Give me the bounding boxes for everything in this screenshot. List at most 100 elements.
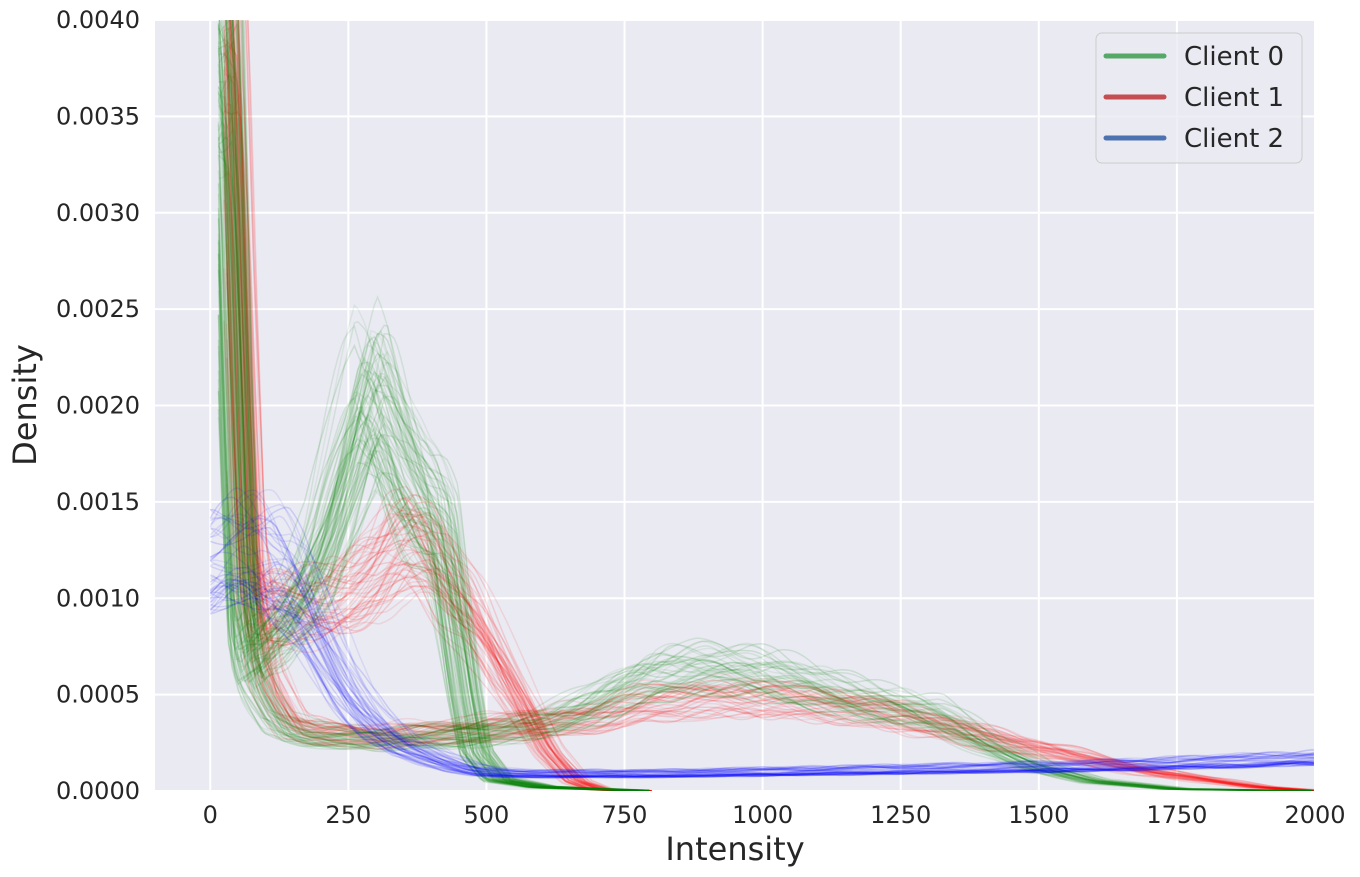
series-line-client-1 — [223, 65, 652, 791]
series-line-client-0 — [231, 20, 650, 791]
series-line-client-0 — [217, 131, 1313, 791]
series-line-client-1 — [237, 20, 1314, 791]
series-line-client-0 — [232, 20, 1313, 791]
series-line-client-1 — [226, 243, 1314, 791]
series-line-client-0 — [217, 290, 1313, 791]
series-line-client-0 — [229, 20, 650, 791]
series-line-client-0 — [228, 20, 1313, 791]
series-line-client-2 — [209, 527, 1314, 774]
series-line-client-1 — [223, 82, 652, 791]
series-line-client-1 — [223, 96, 652, 791]
series-line-client-0 — [217, 249, 1313, 791]
series-line-client-0 — [217, 26, 1313, 791]
series-line-client-0 — [217, 239, 1313, 791]
series-line-client-2 — [209, 579, 1314, 779]
series-line-client-0 — [217, 23, 1313, 791]
series-line-client-0 — [218, 28, 1313, 791]
series-line-client-0 — [217, 50, 650, 791]
series-line-client-0 — [217, 263, 650, 791]
legend-label-client-2: Client 2 — [1184, 124, 1284, 154]
series-line-client-0 — [238, 20, 650, 791]
series-line-client-1 — [223, 131, 652, 791]
series-line-client-0 — [218, 171, 650, 791]
series-line-client-2 — [210, 596, 1314, 779]
series-line-client-1 — [226, 323, 1314, 791]
series-line-client-1 — [228, 20, 652, 791]
series-line-client-2 — [209, 561, 1315, 777]
series-line-client-0 — [217, 315, 1313, 791]
series-line-client-1 — [223, 73, 652, 791]
series-line-client-0 — [217, 45, 650, 791]
series-line-client-1 — [231, 20, 652, 791]
series-line-client-0 — [220, 20, 650, 791]
series-line-client-1 — [237, 20, 652, 791]
y-tick-label: 0.0020 — [56, 392, 140, 420]
series-line-client-0 — [217, 391, 650, 791]
series-line-client-1 — [226, 70, 1314, 791]
y-tick-label: 0.0010 — [56, 584, 140, 612]
series-line-client-2 — [209, 578, 1314, 778]
series-line-client-2 — [209, 584, 1314, 779]
series-line-client-2 — [209, 589, 1314, 779]
x-tick-label: 1000 — [732, 801, 793, 829]
series-line-client-1 — [229, 20, 652, 791]
series-line-client-0 — [217, 24, 1313, 791]
series-line-client-1 — [226, 202, 1314, 791]
series-line-client-1 — [236, 20, 652, 791]
series-line-client-0 — [217, 85, 1313, 791]
series-line-client-0 — [217, 63, 650, 791]
series-line-client-0 — [217, 64, 650, 791]
series-line-client-0 — [232, 20, 650, 791]
series-line-client-2 — [210, 588, 1314, 779]
series-line-client-2 — [209, 571, 1314, 778]
series-line-client-1 — [226, 38, 1314, 791]
series-line-client-0 — [217, 270, 650, 791]
series-line-client-2 — [210, 493, 1314, 773]
series-line-client-1 — [223, 42, 652, 791]
series-line-client-0 — [229, 20, 650, 791]
series-line-client-0 — [217, 315, 650, 791]
series-line-client-0 — [221, 20, 650, 791]
series-line-client-1 — [239, 20, 652, 791]
series-line-client-0 — [217, 343, 650, 791]
series-line-client-0 — [217, 183, 650, 791]
series-line-client-2 — [210, 587, 1314, 779]
series-line-client-1 — [223, 38, 652, 791]
series-line-client-1 — [223, 39, 652, 791]
series-line-client-1 — [223, 80, 652, 791]
series-line-client-2 — [209, 503, 1314, 773]
series-line-client-1 — [223, 268, 652, 791]
series-lines — [209, 20, 1315, 791]
series-line-client-0 — [222, 20, 650, 791]
series-line-client-1 — [226, 109, 1314, 791]
y-tick-label: 0.0030 — [56, 199, 140, 227]
series-line-client-1 — [226, 357, 1314, 791]
series-line-client-1 — [223, 69, 652, 791]
series-line-client-0 — [242, 20, 1313, 791]
series-line-client-1 — [226, 269, 1314, 791]
series-line-client-0 — [217, 170, 650, 791]
series-line-client-1 — [247, 20, 1314, 791]
series-line-client-0 — [217, 21, 1313, 791]
series-line-client-0 — [217, 154, 650, 791]
x-tick-label: 250 — [325, 801, 371, 829]
series-line-client-0 — [226, 20, 650, 791]
series-line-client-1 — [226, 470, 1314, 791]
series-line-client-0 — [217, 23, 650, 791]
series-line-client-1 — [223, 20, 652, 791]
y-tick-label: 0.0040 — [56, 6, 140, 34]
series-line-client-0 — [217, 144, 1313, 791]
series-line-client-1 — [223, 25, 652, 791]
series-line-client-0 — [217, 113, 650, 791]
series-line-client-2 — [209, 585, 1314, 779]
x-tick-label: 1750 — [1146, 801, 1207, 829]
series-line-client-1 — [232, 20, 652, 791]
series-line-client-1 — [235, 20, 652, 791]
series-line-client-0 — [217, 121, 650, 791]
series-line-client-2 — [209, 545, 1314, 777]
series-line-client-1 — [228, 20, 652, 791]
series-line-client-2 — [209, 514, 1315, 775]
series-line-client-0 — [231, 20, 650, 791]
series-line-client-2 — [209, 563, 1314, 777]
